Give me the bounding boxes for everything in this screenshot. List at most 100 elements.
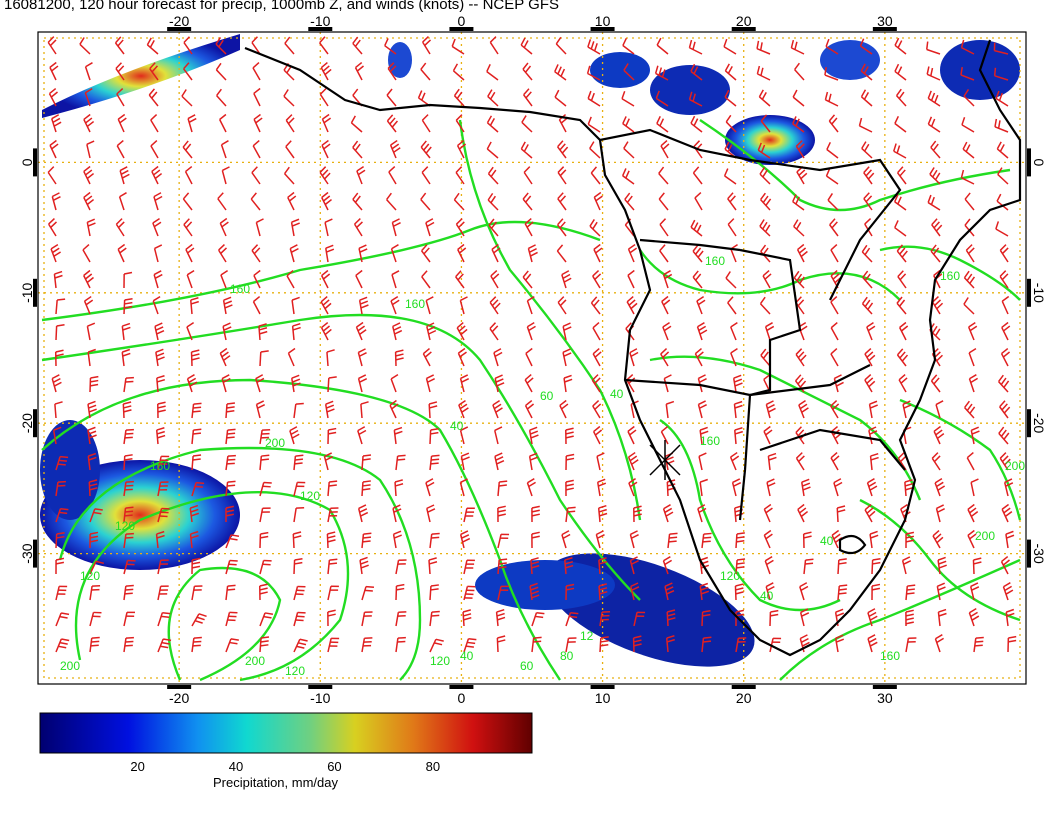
contour-line <box>41 220 601 322</box>
wind-barb <box>530 557 540 575</box>
wind-barb <box>388 166 397 185</box>
wind-barb <box>759 167 771 185</box>
lon-tick-bottom: 30 <box>877 690 893 706</box>
wind-barb <box>289 426 300 445</box>
wind-barb <box>186 270 195 289</box>
wind-barb <box>393 426 403 445</box>
wind-barb <box>793 219 805 237</box>
wind-barb <box>426 322 437 341</box>
lat-tick-left: 0 <box>19 158 35 166</box>
wind-barb <box>659 244 669 263</box>
wind-barb <box>554 89 567 107</box>
contour-label: 120 <box>80 569 100 583</box>
wind-barb <box>565 427 574 445</box>
wind-barb <box>356 165 366 185</box>
wind-barb <box>592 321 601 341</box>
contour-label: 60 <box>540 389 554 403</box>
contour-line <box>899 398 1022 521</box>
wind-barb <box>386 114 399 133</box>
wind-barb <box>497 480 508 497</box>
wind-barb <box>973 636 984 653</box>
wind-barb <box>83 295 94 315</box>
wind-barb <box>420 140 432 159</box>
wind-barb <box>327 558 338 575</box>
wind-barb <box>998 374 1010 393</box>
wind-barb <box>117 243 127 263</box>
wind-barbs <box>47 36 1017 653</box>
wind-barb <box>182 140 193 159</box>
wind-barb <box>524 373 534 393</box>
wind-barb <box>321 191 332 211</box>
map-frame <box>37 31 1027 685</box>
wind-barb <box>730 347 738 367</box>
wind-barb <box>927 194 941 211</box>
wind-barb <box>555 36 567 55</box>
wind-barb <box>663 374 672 393</box>
lon-tick-bottom: 0 <box>458 690 466 706</box>
wind-barb <box>492 399 503 419</box>
wind-barb <box>225 454 236 471</box>
wind-barb <box>934 477 946 497</box>
contour-label: 120 <box>115 519 135 533</box>
wind-barb <box>729 451 740 471</box>
wind-barb <box>795 348 807 367</box>
wind-barb <box>964 192 975 211</box>
wind-barb <box>189 297 199 315</box>
contour-label: 80 <box>560 649 574 663</box>
wind-barb <box>191 613 207 627</box>
wind-barb <box>253 87 261 107</box>
wind-barb <box>598 583 608 601</box>
contour-label: 160 <box>230 282 250 296</box>
wind-barb <box>55 298 66 315</box>
wind-barb <box>859 38 873 55</box>
wind-barb <box>565 611 579 627</box>
wind-barb <box>867 608 878 627</box>
wind-barb <box>497 505 506 523</box>
wind-barb <box>861 296 874 315</box>
wind-barb <box>116 139 125 159</box>
wind-barb <box>47 36 57 55</box>
wind-barb <box>182 192 193 211</box>
wind-barb <box>153 270 163 289</box>
wind-barb <box>191 428 202 445</box>
contour-label: 200 <box>975 529 995 543</box>
wind-barb <box>523 166 533 185</box>
wind-barb <box>53 270 63 289</box>
contour-label: 40 <box>460 649 474 663</box>
wind-barb <box>83 113 95 133</box>
wind-barb <box>428 557 438 575</box>
wind-barb <box>222 296 233 315</box>
wind-barb <box>860 63 873 81</box>
wind-barb <box>861 244 873 263</box>
wind-barb <box>82 243 91 263</box>
wind-barb <box>656 37 669 55</box>
lon-tick-top: 20 <box>736 13 752 29</box>
wind-barb <box>218 113 227 133</box>
wind-barb <box>764 322 775 341</box>
wind-barb <box>762 269 772 289</box>
wind-barb <box>871 557 881 575</box>
wind-barb <box>931 452 941 471</box>
wind-barb <box>354 61 364 81</box>
wind-barb <box>860 89 873 107</box>
wind-barb <box>463 559 475 575</box>
wind-barb <box>395 583 405 601</box>
wind-barb <box>291 296 300 315</box>
wind-barb <box>89 560 105 575</box>
wind-barb <box>565 583 575 601</box>
wind-barb <box>898 373 908 393</box>
wind-barb <box>455 114 465 133</box>
wind-barb <box>627 425 637 445</box>
wind-barb <box>55 455 69 471</box>
wind-barb <box>735 558 746 575</box>
wind-barb <box>694 347 704 367</box>
wind-barb <box>735 532 745 549</box>
wind-barb <box>557 192 567 211</box>
wind-barb <box>215 62 227 81</box>
wind-barb <box>121 348 131 367</box>
wind-barb <box>421 270 431 289</box>
wind-barb <box>428 401 438 419</box>
contour-line <box>779 558 1021 681</box>
wind-barb <box>769 609 779 627</box>
wind-barb <box>931 218 943 237</box>
